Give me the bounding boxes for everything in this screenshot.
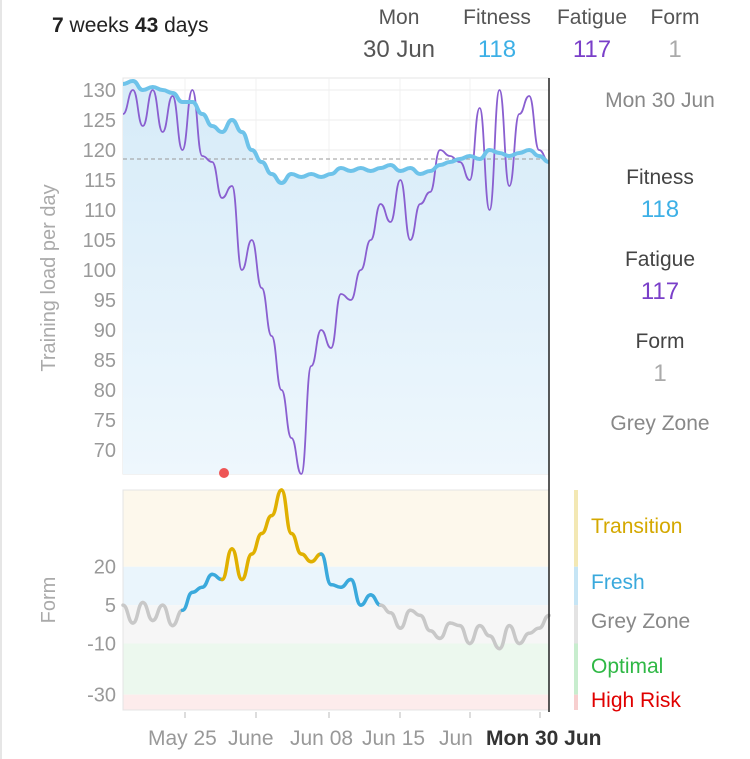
zone-legend-bar-optimal	[574, 643, 578, 695]
zone-legend-bar-transition	[574, 490, 578, 567]
duration-weeks-number: 7	[52, 14, 64, 37]
y-tick-label: 130	[83, 80, 116, 102]
header-fitness-value: 118	[477, 36, 517, 63]
sidebar-fatigue-value: 117	[640, 278, 680, 305]
zone-band-transition	[123, 490, 549, 567]
y-tick-label: 95	[94, 290, 116, 312]
y-tick-label: 115	[84, 170, 116, 192]
y-axis-label: Training load per day	[38, 184, 60, 371]
header-form-label: Form	[650, 6, 700, 29]
header-date-value: 30 Jun	[362, 36, 436, 63]
sidebar-form-value: 1	[653, 360, 667, 387]
x-tick-label-selected: Mon 30 Jun	[486, 727, 602, 750]
sidebar-fatigue-label: Fatigue	[624, 248, 696, 271]
y-tick-label: 105	[83, 230, 116, 252]
duration-weeks-word: weeks	[69, 14, 130, 37]
form-y-tick-label: 5	[105, 595, 116, 617]
sidebar-fitness-value: 118	[640, 196, 680, 223]
x-tick-label: Jun 15	[362, 727, 425, 750]
y-tick-label: 120	[83, 140, 116, 162]
y-tick-label: 75	[94, 410, 116, 432]
header-form: Form 1	[642, 6, 708, 64]
form-y-tick-label: -10	[87, 633, 116, 655]
zone-label-transition: Transition	[591, 515, 683, 538]
form-y-tick-label: -30	[87, 685, 116, 707]
x-tick-label: June	[228, 727, 274, 750]
x-tick-label: Jun	[439, 727, 473, 750]
zone-legend-bar-grey	[574, 605, 578, 644]
header-form-value: 1	[668, 36, 682, 63]
y-tick-label: 110	[84, 200, 116, 222]
sidebar-fatigue: Fatigue 117	[590, 248, 730, 306]
zone-band-grey	[123, 605, 549, 644]
zone-band-high-risk	[123, 694, 549, 710]
left-edge-rule	[0, 0, 2, 759]
header-fitness-label: Fitness	[463, 6, 531, 29]
form-y-tick-label: 20	[94, 557, 116, 579]
form-axis-label: Form	[38, 577, 60, 624]
sidebar-date-value: Mon 30 Jun	[605, 89, 715, 112]
sidebar-zone: Grey Zone	[590, 412, 730, 436]
sidebar-form: Form 1	[590, 330, 730, 388]
header-fitness: Fitness 118	[454, 6, 540, 64]
y-tick-label: 90	[94, 320, 116, 342]
header-fatigue: Fatigue 117	[548, 6, 636, 64]
duration-days-number: 43	[134, 14, 159, 37]
zone-band-optimal	[123, 643, 549, 695]
duration-days-word: days	[164, 14, 209, 37]
form-line-segment	[537, 613, 551, 630]
header-date: Mon 30 Jun	[354, 6, 444, 64]
y-tick-label: 85	[94, 350, 116, 372]
header-fatigue-value: 117	[572, 36, 612, 63]
x-tick-label: May 25	[148, 727, 217, 750]
sidebar-fitness-label: Fitness	[626, 166, 694, 189]
fitness-area	[123, 81, 549, 474]
zone-legend-bar-high-risk	[574, 694, 578, 710]
header-fatigue-label: Fatigue	[556, 6, 628, 29]
sidebar-fitness: Fitness 118	[590, 166, 730, 224]
y-tick-label: 70	[94, 440, 116, 462]
duration-summary: 7 weeks 43 days	[52, 14, 208, 38]
event-marker-dot	[219, 468, 229, 478]
y-tick-label: 100	[83, 260, 116, 282]
fitness-line	[122, 79, 550, 185]
zone-legend-bar-fresh	[574, 566, 578, 606]
x-tick-label: Jun 08	[290, 727, 353, 750]
zone-label-grey: Grey Zone	[591, 610, 691, 633]
zone-label-high-risk: High Risk	[591, 689, 681, 712]
zone-label-fresh: Fresh	[591, 571, 645, 594]
y-tick-label: 80	[94, 380, 116, 402]
y-tick-label: 125	[83, 110, 116, 132]
sidebar-zone-value: Grey Zone	[610, 412, 710, 435]
zone-label-optimal: Optimal	[591, 655, 664, 678]
sidebar-form-label: Form	[635, 330, 685, 353]
sidebar-date: Mon 30 Jun	[590, 88, 730, 113]
header-day-label: Mon	[378, 6, 420, 29]
